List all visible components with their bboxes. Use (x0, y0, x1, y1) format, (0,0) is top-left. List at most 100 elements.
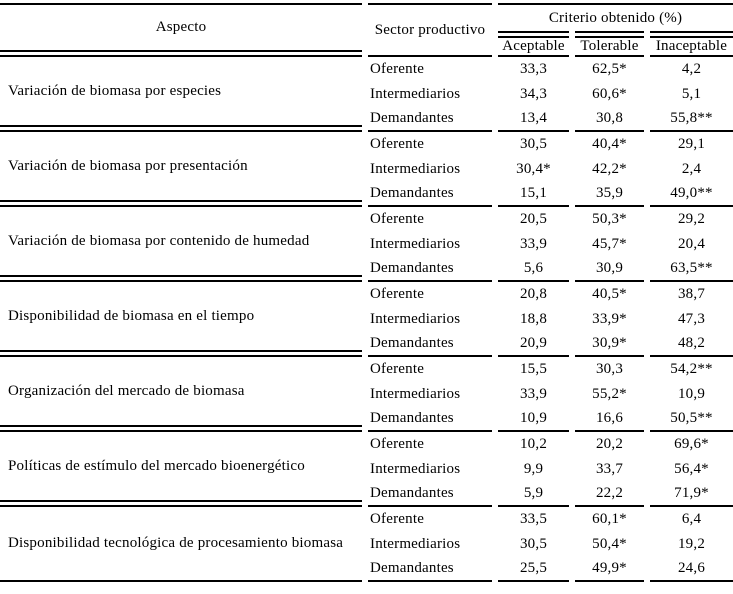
table-row: Políticas de estímulo del mercado bioene… (0, 432, 733, 507)
value-aceptable-cell: 33,9 (519, 386, 548, 402)
value-tolerable-cell: 40,4* (592, 136, 627, 152)
sector-cell: Oferente (370, 511, 425, 527)
value-tolerable-cell: 45,7* (592, 236, 627, 252)
value-inaceptable-cell: 20,4 (677, 236, 706, 252)
sector-cell: Demandantes (368, 107, 492, 132)
sector-cell: Oferente (370, 361, 425, 377)
sector-cell: Intermediarios (370, 536, 461, 552)
value-tolerable-cell: 35,9 (575, 182, 644, 207)
col-header-criterio-obtenido: Criterio obtenido (%) (498, 3, 733, 31)
sector-cell: Demandantes (368, 257, 492, 282)
sector-cell: Demandantes (368, 557, 492, 582)
value-aceptable-cell: 20,8 (519, 286, 548, 302)
value-tolerable-cell: 33,9* (592, 311, 627, 327)
value-tolerable-cell: 42,2* (592, 161, 627, 177)
value-inaceptable-cell: 38,7 (677, 286, 706, 302)
value-inaceptable-cell: 63,5** (650, 257, 733, 282)
table-row: Intermediarios 30,5 50,4* 19,2 (0, 532, 733, 557)
aspecto-cell: Variación de biomasa por especies (0, 57, 362, 132)
table-row: Intermediarios 33,9 45,7* 20,4 (0, 232, 733, 257)
col-subheader-tolerable: Tolerable (575, 31, 644, 57)
value-inaceptable-cell: 47,3 (677, 311, 706, 327)
value-aceptable-cell: 30,4* (516, 161, 551, 177)
value-aceptable-cell: 15,1 (498, 182, 569, 207)
table-row: Disponibilidad tecnológica de procesamie… (0, 507, 733, 582)
aspecto-cell: Variación de biomasa por presentación (0, 132, 362, 207)
value-aceptable-cell: 33,5 (519, 511, 548, 527)
table-row: Intermediarios 33,9 55,2* 10,9 (0, 382, 733, 407)
col-subheader-inaceptable: Inaceptable (650, 31, 733, 57)
sector-cell: Oferente (370, 436, 425, 452)
value-aceptable-cell: 20,5 (519, 211, 548, 227)
value-aceptable-cell: 13,4 (498, 107, 569, 132)
value-tolerable-cell: 16,6 (575, 407, 644, 432)
value-tolerable-cell: 60,1* (592, 511, 627, 527)
col-header-sector-productivo: Sector productivo (368, 3, 492, 57)
aspecto-cell: Variación de biomasa por contenido de hu… (0, 207, 362, 282)
value-tolerable-cell: 30,9 (575, 257, 644, 282)
value-inaceptable-cell: 6,4 (681, 511, 702, 527)
col-subheader-aceptable: Aceptable (498, 31, 569, 57)
sector-cell: Oferente (370, 61, 425, 77)
col-header-aspecto: Aspecto (0, 3, 362, 57)
value-aceptable-cell: 5,9 (498, 482, 569, 507)
value-inaceptable-cell: 69,6* (674, 436, 709, 452)
sector-cell: Intermediarios (370, 236, 461, 252)
table-row: Intermediarios 30,4* 42,2* 2,4 (0, 157, 733, 182)
table-row: Organización del mercado de biomasa Ofer… (0, 357, 733, 432)
value-aceptable-cell: 30,5 (519, 536, 548, 552)
value-inaceptable-cell: 29,1 (677, 136, 706, 152)
table-row: Variación de biomasa por contenido de hu… (0, 207, 733, 282)
sector-cell: Demandantes (368, 332, 492, 357)
value-aceptable-cell: 9,9 (523, 461, 544, 477)
value-inaceptable-cell: 5,1 (681, 86, 702, 102)
value-tolerable-cell: 49,9* (575, 557, 644, 582)
value-inaceptable-cell: 55,8** (650, 107, 733, 132)
value-aceptable-cell: 30,5 (519, 136, 548, 152)
sector-cell: Intermediarios (370, 386, 461, 402)
value-tolerable-cell: 50,4* (592, 536, 627, 552)
value-inaceptable-cell: 29,2 (677, 211, 706, 227)
table-row: Demandantes 20,9 30,9* 48,2 (0, 332, 733, 357)
value-aceptable-cell: 10,9 (498, 407, 569, 432)
table-row: Variación de biomasa por presentación Of… (0, 132, 733, 207)
value-tolerable-cell: 33,7 (595, 461, 624, 477)
value-tolerable-cell: 62,5* (592, 61, 627, 77)
value-inaceptable-cell: 10,9 (677, 386, 706, 402)
value-tolerable-cell: 30,3 (595, 361, 624, 377)
value-tolerable-cell: 40,5* (592, 286, 627, 302)
value-inaceptable-cell: 4,2 (681, 61, 702, 77)
table-row: Demandantes 13,4 30,8 55,8** (0, 107, 733, 132)
sector-cell: Intermediarios (370, 461, 461, 477)
value-inaceptable-cell: 49,0** (650, 182, 733, 207)
value-aceptable-cell: 15,5 (519, 361, 548, 377)
sector-cell: Intermediarios (370, 311, 461, 327)
value-tolerable-cell: 55,2* (592, 386, 627, 402)
aspecto-cell: Organización del mercado de biomasa (0, 357, 362, 432)
value-inaceptable-cell: 50,5** (650, 407, 733, 432)
table-row: Intermediarios 18,8 33,9* 47,3 (0, 307, 733, 332)
value-aceptable-cell: 33,3 (519, 61, 548, 77)
value-tolerable-cell: 30,9* (575, 332, 644, 357)
value-aceptable-cell: 10,2 (519, 436, 548, 452)
table-row: Demandantes 10,9 16,6 50,5** (0, 407, 733, 432)
value-inaceptable-cell: 71,9* (650, 482, 733, 507)
value-tolerable-cell: 50,3* (592, 211, 627, 227)
value-tolerable-cell: 20,2 (595, 436, 624, 452)
table-row: Variación de biomasa por especies Oferen… (0, 57, 733, 132)
value-aceptable-cell: 33,9 (519, 236, 548, 252)
table-row: Demandantes 5,9 22,2 71,9* (0, 482, 733, 507)
aspecto-cell: Disponibilidad tecnológica de procesamie… (0, 507, 362, 582)
value-aceptable-cell: 18,8 (519, 311, 548, 327)
table-row: Demandantes 25,5 49,9* 24,6 (0, 557, 733, 582)
table-row: Demandantes 5,6 30,9 63,5** (0, 257, 733, 282)
sector-cell: Intermediarios (370, 161, 461, 177)
value-aceptable-cell: 34,3 (519, 86, 548, 102)
criteria-results-table: Aspecto Sector productivo Criterio obten… (0, 3, 733, 582)
sector-cell: Oferente (370, 211, 425, 227)
aspecto-cell: Políticas de estímulo del mercado bioene… (0, 432, 362, 507)
value-aceptable-cell: 25,5 (498, 557, 569, 582)
value-inaceptable-cell: 48,2 (650, 332, 733, 357)
sector-cell: Demandantes (368, 407, 492, 432)
value-inaceptable-cell: 2,4 (681, 161, 702, 177)
